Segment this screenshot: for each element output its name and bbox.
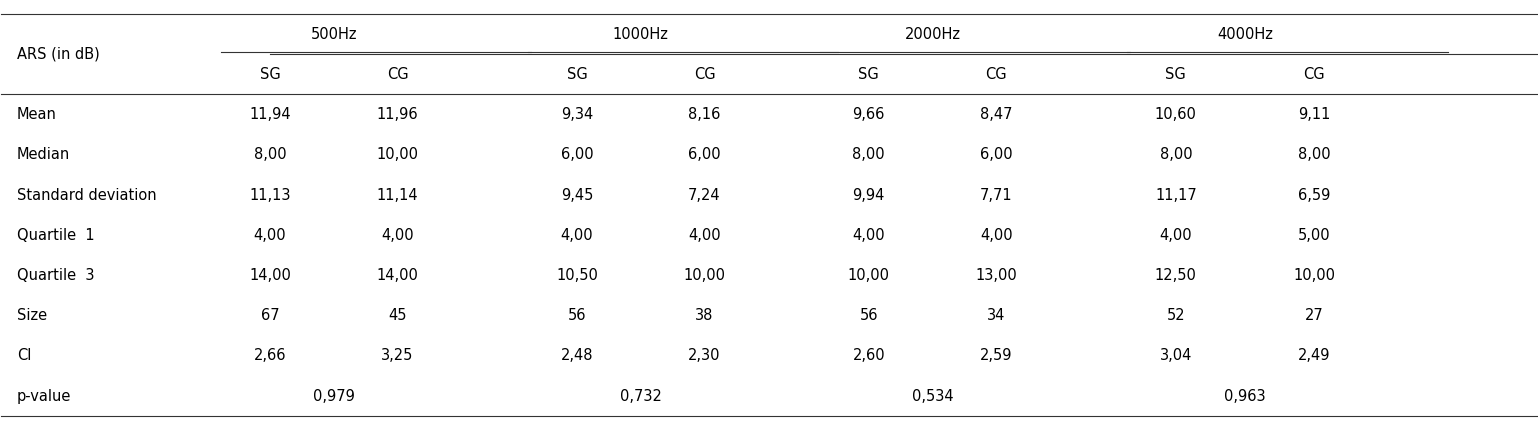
Text: Quartile  3: Quartile 3: [17, 268, 94, 283]
Text: SG: SG: [858, 67, 880, 82]
Text: 6,59: 6,59: [1298, 187, 1330, 202]
Text: Mean: Mean: [17, 107, 57, 122]
Text: 4,00: 4,00: [254, 228, 286, 243]
Text: 14,00: 14,00: [377, 268, 418, 283]
Text: 2000Hz: 2000Hz: [904, 27, 961, 42]
Text: 7,24: 7,24: [687, 187, 721, 202]
Text: 8,00: 8,00: [852, 147, 884, 162]
Text: 0,979: 0,979: [312, 389, 355, 403]
Text: 2,48: 2,48: [561, 348, 594, 363]
Text: 52: 52: [1166, 308, 1186, 323]
Text: 8,00: 8,00: [1160, 147, 1192, 162]
Text: 8,47: 8,47: [980, 107, 1012, 122]
Text: 1000Hz: 1000Hz: [612, 27, 669, 42]
Text: 10,60: 10,60: [1155, 107, 1197, 122]
Text: 11,14: 11,14: [377, 187, 418, 202]
Text: 56: 56: [860, 308, 878, 323]
Text: 2,60: 2,60: [852, 348, 884, 363]
Text: 3,04: 3,04: [1160, 348, 1192, 363]
Text: 4,00: 4,00: [980, 228, 1012, 243]
Text: 0,732: 0,732: [620, 389, 661, 403]
Text: 14,00: 14,00: [249, 268, 291, 283]
Text: 9,45: 9,45: [561, 187, 594, 202]
Text: 8,00: 8,00: [254, 147, 286, 162]
Text: 3,25: 3,25: [381, 348, 414, 363]
Text: 10,00: 10,00: [1293, 268, 1335, 283]
Text: 34: 34: [987, 308, 1006, 323]
Text: 4,00: 4,00: [381, 228, 414, 243]
Text: 9,66: 9,66: [852, 107, 884, 122]
Text: 8,16: 8,16: [689, 107, 721, 122]
Text: 2,30: 2,30: [689, 348, 721, 363]
Text: 13,00: 13,00: [975, 268, 1017, 283]
Text: 8,00: 8,00: [1298, 147, 1330, 162]
Text: 56: 56: [568, 308, 586, 323]
Text: SG: SG: [260, 67, 280, 82]
Text: 2,49: 2,49: [1298, 348, 1330, 363]
Text: 4,00: 4,00: [687, 228, 721, 243]
Text: 4000Hz: 4000Hz: [1217, 27, 1273, 42]
Text: CG: CG: [986, 67, 1007, 82]
Text: Quartile  1: Quartile 1: [17, 228, 94, 243]
Text: 67: 67: [261, 308, 280, 323]
Text: CG: CG: [694, 67, 715, 82]
Text: 6,00: 6,00: [980, 147, 1012, 162]
Text: 4,00: 4,00: [561, 228, 594, 243]
Text: 9,11: 9,11: [1298, 107, 1330, 122]
Text: 10,00: 10,00: [377, 147, 418, 162]
Text: 11,13: 11,13: [249, 187, 291, 202]
Text: 11,17: 11,17: [1155, 187, 1197, 202]
Text: 500Hz: 500Hz: [311, 27, 357, 42]
Text: 9,94: 9,94: [852, 187, 884, 202]
Text: 9,34: 9,34: [561, 107, 594, 122]
Text: 6,00: 6,00: [687, 147, 721, 162]
Text: CI: CI: [17, 348, 31, 363]
Text: 11,96: 11,96: [377, 107, 418, 122]
Text: 4,00: 4,00: [852, 228, 884, 243]
Text: SG: SG: [1166, 67, 1186, 82]
Text: 2,66: 2,66: [254, 348, 286, 363]
Text: 2,59: 2,59: [980, 348, 1012, 363]
Text: 5,00: 5,00: [1298, 228, 1330, 243]
Text: CG: CG: [386, 67, 408, 82]
Text: 10,00: 10,00: [683, 268, 726, 283]
Text: 0,963: 0,963: [1224, 389, 1266, 403]
Text: p-value: p-value: [17, 389, 71, 403]
Text: 4,00: 4,00: [1160, 228, 1192, 243]
Text: 10,50: 10,50: [557, 268, 598, 283]
Text: Median: Median: [17, 147, 71, 162]
Text: 6,00: 6,00: [561, 147, 594, 162]
Text: Standard deviation: Standard deviation: [17, 187, 157, 202]
Text: 10,00: 10,00: [847, 268, 891, 283]
Text: 11,94: 11,94: [249, 107, 291, 122]
Text: CG: CG: [1303, 67, 1324, 82]
Text: 38: 38: [695, 308, 714, 323]
Text: 27: 27: [1304, 308, 1323, 323]
Text: 12,50: 12,50: [1155, 268, 1197, 283]
Text: Size: Size: [17, 308, 46, 323]
Text: 7,71: 7,71: [980, 187, 1012, 202]
Text: 45: 45: [388, 308, 406, 323]
Text: SG: SG: [566, 67, 588, 82]
Text: ARS (in dB): ARS (in dB): [17, 47, 100, 62]
Text: 0,534: 0,534: [912, 389, 954, 403]
